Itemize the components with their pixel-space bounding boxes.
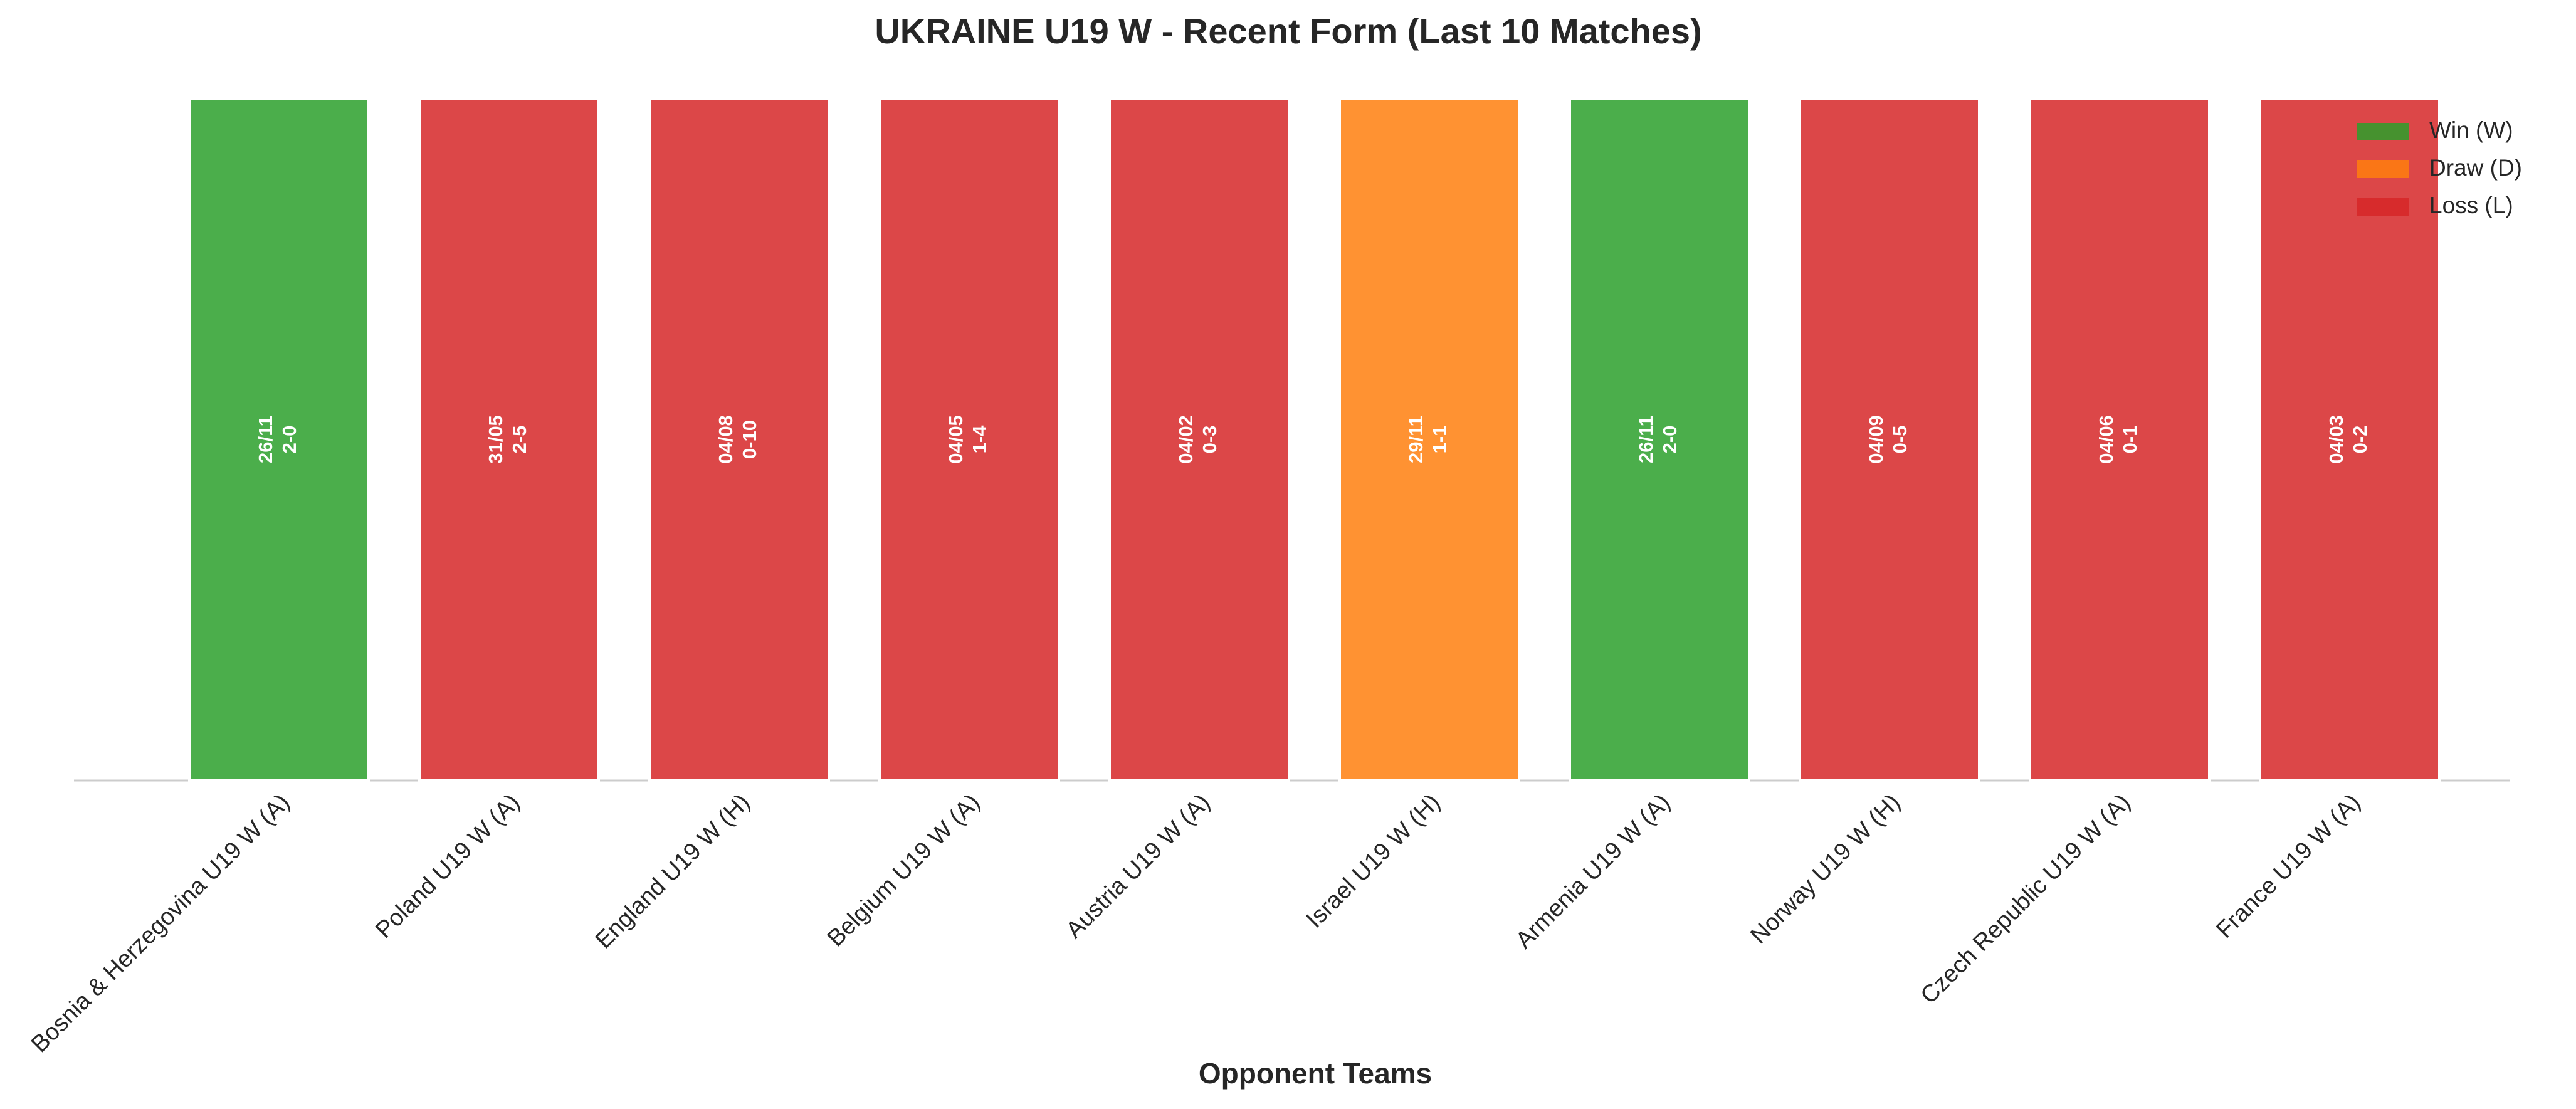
- bar-date-label: 04/09: [1865, 415, 1887, 464]
- bar-date-label: 26/11: [255, 416, 276, 463]
- bar-score-label: 2-0: [278, 426, 300, 454]
- bar: [1108, 97, 1290, 782]
- bar: [1799, 97, 1980, 782]
- legend-swatch: [2357, 198, 2409, 216]
- x-tick-label: Belgium U19 W (A): [823, 789, 986, 952]
- bar-date-label: 31/05: [485, 415, 507, 464]
- bar: [878, 97, 1060, 782]
- x-tick: Belgium U19 W (A): [823, 789, 986, 952]
- bar: [188, 97, 370, 782]
- bar: [1569, 97, 1750, 782]
- x-axis-label: Opponent Teams: [1199, 1057, 1432, 1090]
- bar: [2259, 97, 2441, 782]
- bar-score-label: 1-1: [1429, 426, 1451, 454]
- legend-swatch: [2357, 160, 2409, 178]
- x-tick-label: Armenia U19 W (A): [1511, 789, 1676, 954]
- legend-label: Win (W): [2429, 117, 2513, 143]
- bar-label: 04/02 0-3: [1175, 415, 1221, 464]
- bar-label: 04/05 1-4: [945, 415, 991, 464]
- bar-label: 04/09 0-5: [1865, 415, 1911, 464]
- bar-date-label: 29/11: [1405, 416, 1427, 463]
- x-tick-label: Bosnia & Herzegovina U19 W (A): [26, 789, 295, 1058]
- bar-score-label: 2-0: [1659, 426, 1681, 454]
- x-tick-label: Poland U19 W (A): [371, 789, 525, 943]
- x-tick: Austria U19 W (A): [1061, 789, 1215, 943]
- bar: [1338, 97, 1520, 782]
- chart-title: UKRAINE U19 W - Recent Form (Last 10 Mat…: [875, 11, 1701, 51]
- bar: [418, 97, 600, 782]
- x-tick: Bosnia & Herzegovina U19 W (A): [26, 789, 295, 1058]
- bar-label: 29/11 1-1: [1405, 416, 1451, 463]
- bar-date-label: 04/02: [1175, 415, 1197, 464]
- bar: [648, 97, 830, 782]
- bar-label: 04/08 0-10: [715, 415, 760, 464]
- bar-label: 26/11 2-0: [255, 416, 300, 463]
- bar-date-label: 26/11: [1635, 416, 1657, 463]
- bar: [2029, 97, 2211, 782]
- bar-score-label: 1-4: [969, 425, 991, 454]
- x-tick: England U19 W (H): [591, 789, 755, 954]
- bar-label: 31/05 2-5: [485, 415, 530, 464]
- bar-label: 26/11 2-0: [1635, 416, 1681, 463]
- bar-label: 04/03 0-2: [2325, 415, 2371, 464]
- x-tick-label: England U19 W (H): [591, 789, 755, 954]
- bar-score-label: 0-10: [739, 420, 760, 459]
- bar-date-label: 04/08: [715, 415, 737, 464]
- x-tick-label: Israel U19 W (H): [1301, 789, 1446, 933]
- bar-date-label: 04/06: [2095, 415, 2117, 464]
- x-tick-label: Norway U19 W (H): [1745, 789, 1905, 949]
- x-tick: Israel U19 W (H): [1301, 789, 1446, 933]
- bar-score-label: 0-3: [1199, 426, 1221, 454]
- legend-label: Loss (L): [2429, 192, 2513, 218]
- legend-swatch: [2357, 123, 2409, 140]
- x-tick-label: Czech Republic U19 W (A): [1916, 789, 2136, 1009]
- x-tick-label: Austria U19 W (A): [1061, 789, 1215, 943]
- x-tick: France U19 W (A): [2211, 789, 2365, 943]
- x-tick: Poland U19 W (A): [371, 789, 525, 943]
- bar-score-label: 2-5: [508, 426, 530, 454]
- x-tick-label: France U19 W (A): [2211, 789, 2365, 943]
- bar-score-label: 0-2: [2349, 426, 2371, 454]
- bar-score-label: 0-1: [2119, 426, 2141, 454]
- x-tick: Czech Republic U19 W (A): [1916, 789, 2136, 1009]
- bar-label: 04/06 0-1: [2095, 415, 2141, 464]
- bar-date-label: 04/05: [945, 415, 967, 464]
- legend-label: Draw (D): [2429, 155, 2522, 181]
- x-tick: Armenia U19 W (A): [1511, 789, 1676, 954]
- bar-score-label: 0-5: [1889, 426, 1911, 454]
- x-tick: Norway U19 W (H): [1745, 789, 1905, 949]
- bar-date-label: 04/03: [2325, 415, 2347, 464]
